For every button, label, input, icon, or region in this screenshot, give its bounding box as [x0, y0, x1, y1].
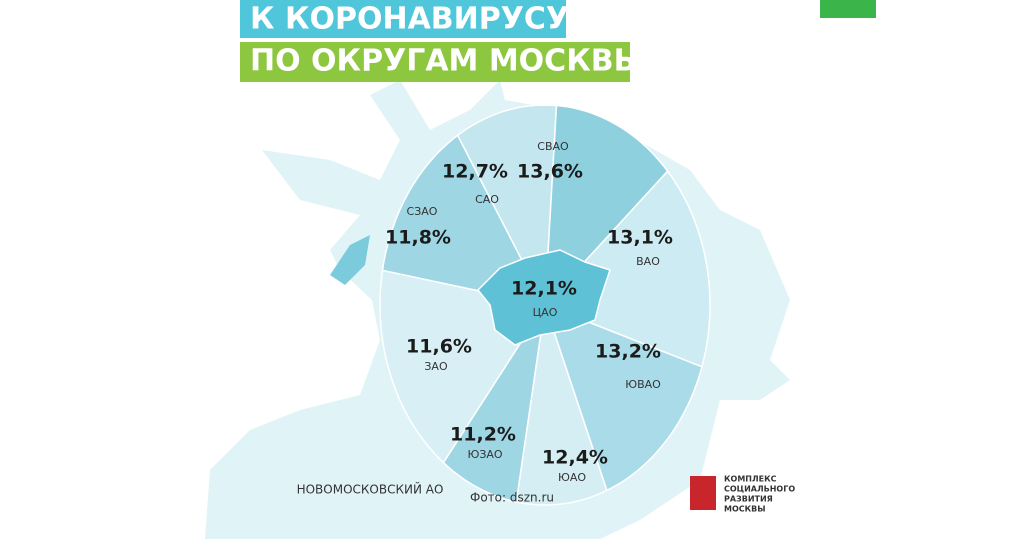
district-name: САО [475, 193, 499, 206]
photo-credit: Фото: dszn.ru [470, 491, 554, 505]
title-line: К КОРОНАВИРУСУ [250, 2, 569, 37]
district-name: ЗАО [424, 360, 448, 373]
title-box [240, 0, 566, 38]
district [442, 304, 546, 503]
title-box [240, 42, 630, 82]
district-name: ЮЗАО [467, 448, 502, 461]
district-name: ВАО [636, 255, 660, 268]
district-name: ЮВАО [625, 378, 661, 391]
logo-text: КОМПЛЕКС [724, 475, 777, 484]
district-share: 12,1% [511, 278, 577, 300]
district-share: 12,7% [442, 161, 508, 183]
district-share: 12,4% [542, 447, 608, 469]
title-line: ПО ОКРУГАМ МОСКВЫ [250, 44, 645, 79]
logo-text: СОЦИАЛЬНОГО [724, 485, 795, 494]
logo-text: РАЗВИТИЯ [724, 495, 773, 504]
district-name: ЦАО [533, 306, 558, 319]
district-cao [476, 249, 611, 346]
logo-text: МОСКВЫ [724, 505, 766, 514]
channel-logo [820, 0, 876, 18]
district-share: 13,2% [595, 341, 661, 363]
district-share: 13,6% [517, 161, 583, 183]
logo-emblem [690, 476, 716, 510]
district [544, 104, 669, 308]
district [543, 303, 703, 492]
district [456, 104, 558, 308]
district-name: СВАО [537, 140, 569, 153]
water [330, 235, 370, 285]
district-share: 11,2% [450, 424, 516, 446]
area-label: НОВОМОСКОВСКИЙ АО [297, 482, 444, 497]
district-share: 11,6% [406, 336, 472, 358]
district-name: ЮАО [558, 471, 586, 484]
district-share: 13,1% [607, 227, 673, 249]
district-name: СЗАО [407, 205, 438, 218]
district [515, 304, 608, 506]
district [381, 134, 547, 307]
district-share: 11,8% [385, 227, 451, 249]
